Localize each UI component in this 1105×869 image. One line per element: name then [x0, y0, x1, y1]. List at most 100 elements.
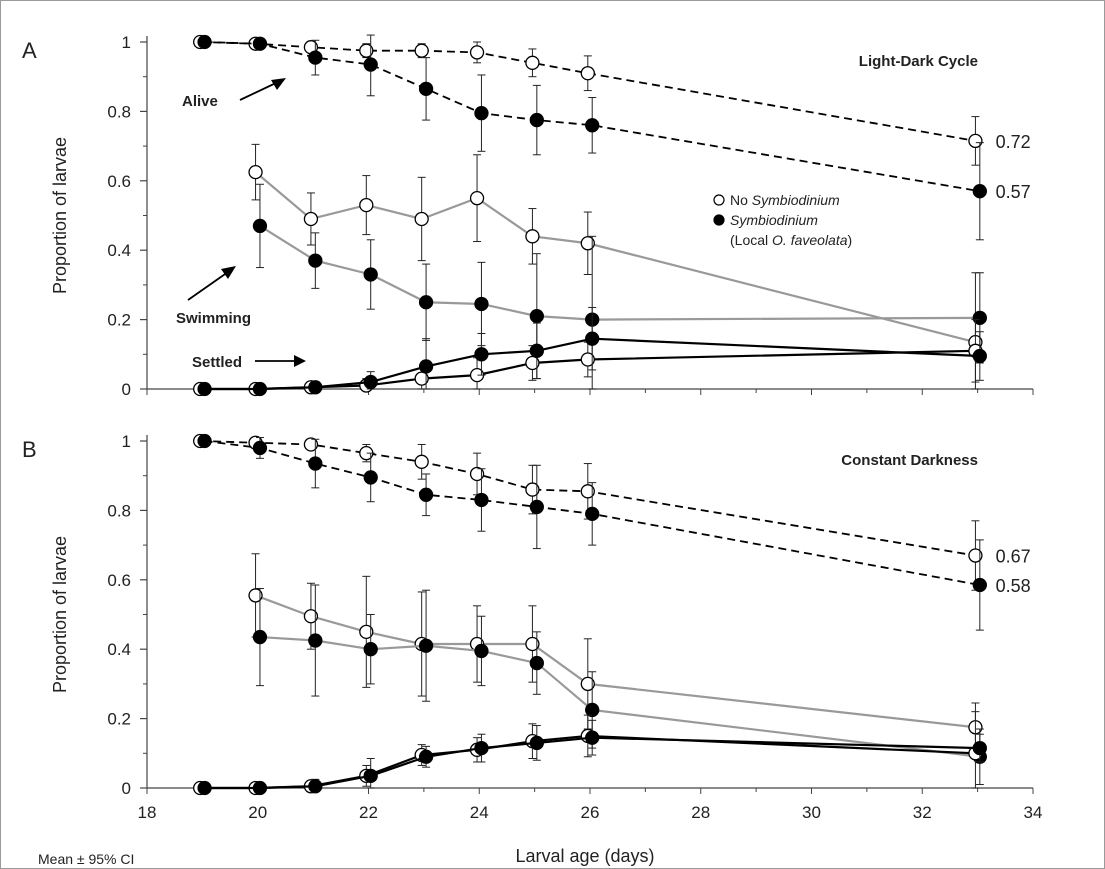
annotation-settled-arrowhead: [294, 355, 306, 367]
panel-b-x-tick-label: 30: [802, 803, 821, 822]
panel-b-point-open: [469, 466, 485, 482]
annotation-swimming: Swimming: [176, 310, 251, 327]
panel-a-point-filled: [529, 112, 544, 128]
panel-a-point-open: [414, 211, 429, 227]
panel-b-point-filled: [418, 749, 434, 764]
panel-b-y-tick-label: 0.6: [107, 571, 131, 590]
panel-a-point-filled: [972, 348, 987, 364]
panel-b-end-label-filled: 0.58: [996, 576, 1031, 596]
panel-b-point-filled: [972, 740, 987, 756]
panel-a-point-filled: [529, 308, 544, 324]
panel-b-point-filled: [474, 643, 489, 659]
panel-b-point-filled: [252, 629, 268, 645]
panel-b-x-tick-label: 22: [359, 803, 378, 822]
panel-b-point-filled: [308, 633, 323, 648]
panel-b-point-filled: [363, 642, 378, 657]
panel-a-point-filled: [418, 81, 434, 96]
panel-a-point-filled: [529, 343, 544, 358]
panel-b-point-filled: [197, 780, 212, 796]
panel-b-point-filled: [972, 577, 987, 593]
panel-a-point-open: [525, 55, 540, 70]
panel-b-point-filled: [252, 780, 268, 796]
panel-a-point-open: [968, 133, 983, 149]
panel-a-point-filled: [972, 310, 987, 326]
legend-label-filled: Symbiodinium: [730, 212, 818, 228]
panel-a-line-swimming-local: [259, 224, 980, 321]
panel-b-point-open: [525, 482, 540, 497]
panel-b-point-open: [359, 624, 374, 639]
panel-b-y-tick-label: 0.8: [107, 501, 131, 520]
panel-a-point-filled: [474, 347, 489, 362]
panel-b-series-alive-local: [197, 433, 987, 631]
annotation-swimming-arrowhead: [221, 266, 236, 279]
panel-b-series-swimming-none: [248, 553, 983, 753]
panel-b-point-filled: [308, 779, 323, 794]
panel-b-y-tick-label: 1: [122, 432, 131, 451]
annotation-alive-arrowhead: [271, 78, 286, 90]
panel-b-title: Constant Darkness: [841, 452, 978, 469]
panel-a-point-filled: [585, 118, 600, 133]
panel-a-end-label-open: 0.72: [996, 132, 1031, 152]
panel-a-point-filled: [308, 380, 323, 395]
panel-b-point-open: [248, 588, 263, 603]
panel-b-point-filled: [197, 433, 212, 449]
panel-a-point-open: [469, 45, 485, 60]
panel-b-y-tick-label: 0.2: [107, 710, 131, 729]
legend-marker-open: [713, 194, 725, 206]
panel-a-y-tick-label: 0.8: [107, 102, 131, 121]
panel-a-point-filled: [197, 381, 212, 397]
panel-b-point-filled: [418, 638, 434, 653]
panel-b-point-filled: [474, 492, 489, 508]
panel-b-line-swimming-local: [259, 635, 980, 758]
panel-a-point-filled: [972, 184, 987, 199]
panel-b-series-settled-local: [197, 719, 987, 796]
panel-a-point-filled: [418, 295, 434, 310]
panel-a-y-tick-label: 0.2: [107, 311, 131, 330]
panel-a-point-filled: [363, 57, 378, 72]
panel-b-point-filled: [585, 730, 600, 745]
panel-a-end-label-filled: 0.57: [996, 182, 1031, 202]
panel-b-line-swimming-none: [255, 594, 976, 729]
annotation-alive-arrow: [239, 81, 279, 101]
panel-a-point-open: [580, 352, 595, 367]
panel-b-point-open: [968, 548, 983, 563]
panel-b-x-tick-label: 26: [581, 803, 600, 822]
panel-b-point-open: [580, 484, 595, 499]
panel-b-point-filled: [252, 440, 268, 456]
panel-b-point-filled: [585, 702, 600, 718]
panel-b-point-open: [303, 609, 319, 624]
panel-a-point-filled: [474, 105, 489, 121]
panel-a-point-filled: [585, 331, 600, 346]
panel-b-y-tick-label: 0: [122, 779, 131, 798]
panel-a-point-open: [414, 371, 429, 386]
panel-a-point-filled: [252, 36, 268, 51]
legend-label-open: No Symbiodinium: [730, 192, 840, 208]
panel-b-y-tick-label: 0.4: [107, 640, 131, 659]
panel-a-point-open: [303, 211, 319, 227]
panel-b-point-filled: [529, 655, 544, 671]
panel-b-point-filled: [529, 499, 544, 515]
panel-b-point-open: [525, 636, 540, 652]
panel-a-point-filled: [308, 50, 323, 65]
panel-a-y-tick-label: 0.4: [107, 241, 131, 260]
panel-a-line-swimming-none: [254, 171, 976, 344]
panel-b-point-filled: [363, 768, 378, 784]
panel-a-title: Light-Dark Cycle: [859, 53, 978, 70]
panel-a: 0 0.2 0.4 0.6 0.8 1 Proportion of larvae A Light…: [22, 33, 1034, 399]
panel-a-point-filled: [252, 381, 268, 397]
panel-a-point-filled: [252, 218, 268, 234]
x-axis-label: Larval age (days): [515, 846, 654, 866]
panel-a-y-axis-label: Proportion of larvae: [50, 137, 70, 294]
panel-a-label: A: [22, 38, 37, 63]
legend-marker-filled: [713, 214, 725, 226]
panel-b-point-filled: [529, 735, 544, 751]
panel-a-point-open: [580, 66, 595, 81]
panel-a-series-settled-local: [197, 306, 987, 397]
panel-a-point-filled: [197, 34, 212, 50]
panel-b: 0 0.2 0.4 0.6 0.8 1 18 20 22 24 26 28 30 32 34 Proporti…: [22, 432, 1042, 822]
panel-b-x-tick-label: 34: [1024, 803, 1043, 822]
annotation-alive: Alive: [182, 93, 218, 110]
panel-a-point-open: [359, 43, 374, 58]
